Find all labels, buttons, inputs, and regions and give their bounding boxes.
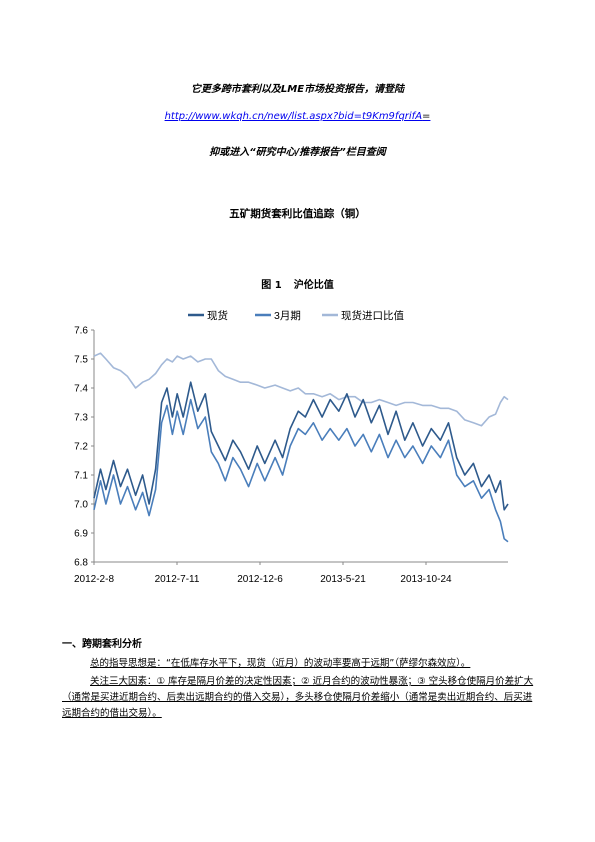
- figure-label: 图 1: [261, 280, 282, 291]
- figure-title: 图 1 沪伦比值: [0, 276, 595, 291]
- y-tick-label: 7.1: [74, 471, 88, 482]
- ratio-line-chart: 6.8 6.9 7.0 7.1 7.2 7.3 7.4 7.5 7.6 2012-2-8 2012-…: [74, 309, 509, 585]
- document-title: 五矿期货套利比值追踪（铜）: [229, 208, 366, 220]
- x-tick-label: 2012-2-8: [74, 574, 114, 585]
- report-link[interactable]: http://www.wkqh.cn/new/list.aspx?bid=t9K…: [164, 111, 423, 122]
- paragraph-principle: 总的指导思想是：“在低库存水平下，现货（近月）的波动率要高于远期”（萨缪尔森效应…: [90, 658, 471, 669]
- series-line-1: [93, 398, 509, 543]
- y-tick-label: 6.9: [74, 529, 88, 540]
- y-tick-label: 7.6: [74, 326, 88, 337]
- x-tick-label: 2012-12-6: [237, 574, 283, 585]
- y-tick-label: 7.0: [74, 500, 88, 511]
- legend-label-2: 现货进口比值: [341, 309, 404, 322]
- y-tick-label: 7.5: [74, 355, 88, 366]
- y-tick-label: 7.3: [74, 413, 88, 424]
- legend-label-0: 现货: [207, 309, 228, 322]
- y-tick-label: 7.2: [74, 442, 88, 453]
- series-line-2: [93, 352, 509, 427]
- y-tick-label: 7.4: [74, 384, 88, 395]
- x-tick-label: 2013-5-21: [320, 574, 366, 585]
- paragraph-factors: 关注三大因素：① 库存是隔月价差的决定性因素；② 近月合约的波动性暴涨；③ 空头…: [62, 676, 534, 719]
- promo-line: 它更多跨市套利以及LME市场投资报告，请登陆: [190, 84, 405, 95]
- promo-link-line: http://www.wkqh.cn/new/list.aspx?bid=t9K…: [0, 111, 595, 122]
- figure-caption: 沪伦比值: [293, 280, 334, 291]
- promo-instructions: 抑或进入“研究中心/推荐报告”栏目查阅: [209, 147, 386, 158]
- section-heading: 一、跨期套利分析: [62, 639, 142, 650]
- series-line-0: [93, 381, 509, 511]
- legend-label-1: 3月期: [274, 310, 301, 322]
- y-tick-label: 6.8: [74, 558, 88, 569]
- x-tick-label: 2012-7-11: [155, 574, 200, 585]
- x-tick-label: 2013-10-24: [400, 574, 452, 585]
- link-suffix: =: [422, 111, 431, 122]
